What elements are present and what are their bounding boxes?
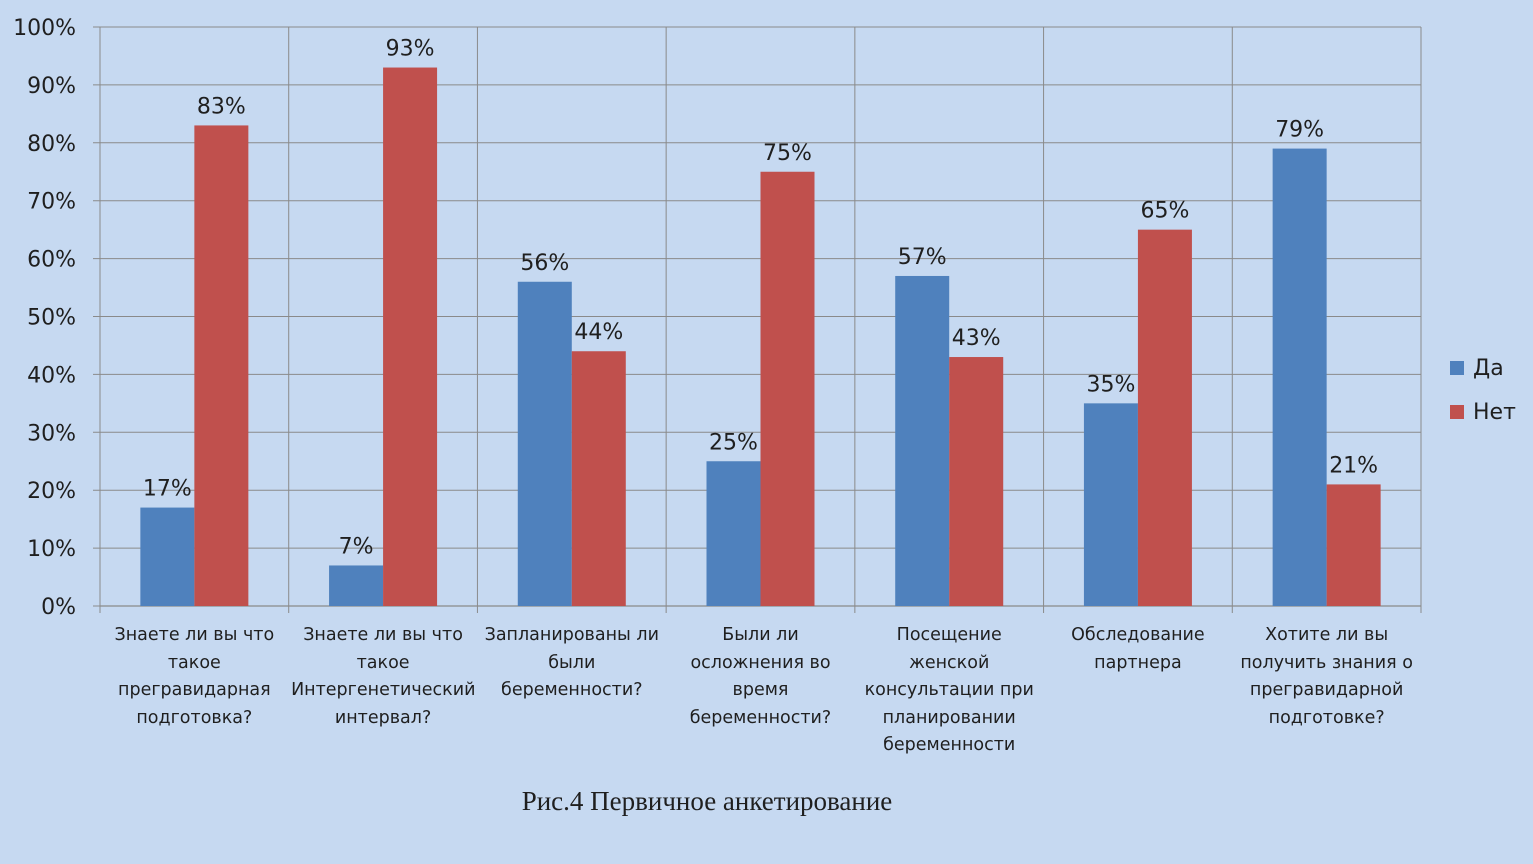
legend: Да Нет (1450, 346, 1516, 434)
data-label: 57% (898, 245, 947, 270)
data-label: 7% (339, 534, 374, 559)
data-label: 93% (386, 37, 435, 62)
y-tick-label: 0% (41, 595, 76, 620)
bar (329, 565, 384, 606)
category-label-line: Хотите ли вы (1265, 625, 1389, 645)
category-label-line: Интергенетический (291, 680, 476, 700)
bar (760, 171, 815, 606)
y-tick-label: 90% (27, 74, 76, 99)
category-label-line: беременности (883, 735, 1016, 755)
data-label: 79% (1275, 118, 1324, 143)
legend-swatch (1450, 361, 1464, 375)
bar (1326, 484, 1381, 606)
category-label-line: получить знания о (1240, 652, 1413, 673)
bar (517, 281, 572, 606)
category-label-line: беременности? (689, 707, 832, 728)
legend-label: Нет (1473, 399, 1516, 425)
y-tick-label: 30% (27, 421, 76, 446)
data-label: 21% (1329, 453, 1378, 478)
y-tick-label: 80% (27, 132, 76, 157)
category-label-line: Обследование (1071, 625, 1205, 645)
category-label: Были ли осложнения во время беременности? (669, 622, 853, 732)
category-label: Обследование партнера (1046, 622, 1230, 677)
category-label: Хотите ли вы получить знания о прегравидар… (1235, 622, 1419, 732)
bar (1272, 148, 1327, 606)
category-label-line: Были ли (722, 625, 799, 645)
data-label: 65% (1140, 199, 1189, 224)
figure-caption: Рис.4 Первичное анкетирование (521, 786, 893, 816)
category-label-line: партнера (1094, 652, 1182, 673)
y-tick-label: 10% (27, 537, 76, 562)
category-label-line: такое (167, 652, 221, 673)
y-tick-label: 60% (27, 248, 76, 273)
y-tick-label: 50% (27, 306, 76, 331)
legend-swatch (1450, 405, 1464, 419)
legend-item: Да (1450, 346, 1516, 390)
data-label: 44% (574, 320, 623, 345)
data-label: 83% (197, 94, 246, 119)
category-label-line: Знаете ли вы что (114, 625, 275, 645)
data-label: 25% (709, 430, 758, 455)
category-label-line: осложнения во (690, 652, 831, 673)
category-label-line: прегравидарная (118, 680, 271, 700)
category-label-line: планировании (882, 707, 1016, 728)
category-label: Запланированы ли были беременности? (480, 622, 664, 705)
bar (1137, 229, 1192, 606)
bar (140, 507, 195, 606)
data-label: 75% (763, 141, 812, 166)
bar (895, 275, 950, 606)
category-label-line: прегравидарной (1249, 680, 1404, 700)
category-label-line: были (548, 652, 596, 673)
bar (706, 461, 761, 606)
category-label-line: Знаете ли вы что (303, 625, 463, 645)
y-tick-label: 20% (27, 479, 76, 504)
data-label: 56% (520, 251, 569, 276)
category-label-line: время (732, 680, 789, 700)
bar (571, 351, 626, 606)
category-label-line: консультации при (864, 680, 1034, 700)
category-label-line: подготовка? (136, 707, 253, 728)
y-tick-label: 70% (27, 190, 76, 215)
bar (194, 125, 249, 607)
y-tick-label: 40% (27, 363, 76, 388)
category-label-line: такое (356, 652, 410, 673)
category-label-line: подготовке? (1268, 707, 1385, 728)
data-label: 17% (143, 477, 192, 502)
bar (949, 357, 1004, 606)
data-label: 43% (952, 326, 1001, 351)
y-tick-label: 100% (13, 16, 76, 41)
category-label-line: беременности? (501, 680, 643, 700)
category-label-line: Запланированы ли (484, 625, 659, 645)
category-label-line: интервал? (334, 707, 432, 728)
category-label: Знаете ли вы что такое Интергенетический ин… (291, 622, 475, 732)
bar (383, 67, 438, 606)
category-label: Посещение женской консультации при планиров… (857, 622, 1041, 760)
category-label: Знаете ли вы что такое прегравидарная подго… (102, 622, 286, 732)
category-label-line: Посещение (896, 625, 1002, 645)
data-label: 35% (1086, 372, 1135, 397)
legend-label: Да (1473, 355, 1504, 381)
bar (1083, 403, 1138, 606)
legend-item: Нет (1450, 390, 1516, 434)
category-label-line: женской (909, 652, 990, 673)
